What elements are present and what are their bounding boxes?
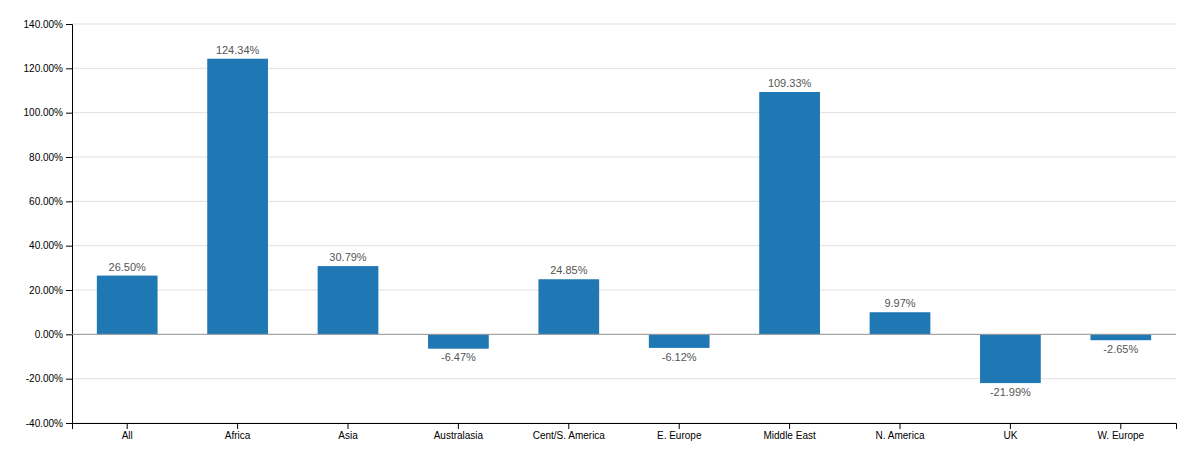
tick: 120.00%	[24, 63, 72, 74]
grid-line	[72, 334, 1176, 335]
axis-line	[66, 25, 73, 424]
tick-label: E. Europe	[657, 430, 702, 441]
tick-mark	[66, 113, 72, 114]
tick: 0.00%	[35, 329, 72, 340]
tick: N. America	[876, 423, 925, 441]
tick-label: Australasia	[434, 430, 484, 441]
tick: 140.00%	[24, 19, 72, 30]
bar	[97, 276, 158, 335]
tick: -20.00%	[26, 373, 72, 384]
tick-mark	[66, 246, 72, 247]
data-label: 24.85%	[550, 264, 588, 276]
bar	[870, 312, 931, 334]
tick-label: UK	[1003, 430, 1017, 441]
tick-mark	[458, 423, 459, 429]
tick-mark	[66, 379, 72, 380]
data-label: 30.79%	[329, 251, 367, 263]
tick-label: Africa	[225, 430, 251, 441]
grid-line	[72, 24, 1176, 25]
bar	[649, 334, 710, 348]
tick: Asia	[338, 423, 358, 441]
tick-mark	[237, 423, 238, 429]
data-label: 9.97%	[884, 297, 915, 309]
bar	[428, 334, 489, 348]
tick: Africa	[225, 423, 251, 441]
tick-mark	[66, 334, 72, 335]
tick-mark	[789, 423, 790, 429]
tick-mark	[66, 423, 72, 424]
bar	[1090, 334, 1151, 340]
bar	[207, 59, 268, 335]
tick: 40.00%	[29, 240, 72, 251]
tick-label: Cent/S. America	[533, 430, 606, 441]
tick-label: N. America	[876, 430, 925, 441]
y-axis: -40.00% -20.00% 0.00% 20.00% 40.00% 60.00% 80.…	[24, 19, 73, 429]
data-label: 109.33%	[768, 77, 812, 89]
tick-mark	[66, 201, 72, 202]
data-label: -2.65%	[1103, 343, 1138, 355]
tick: 20.00%	[29, 285, 72, 296]
tick: 80.00%	[29, 152, 72, 163]
tick-label: 120.00%	[24, 63, 64, 74]
bar	[538, 279, 599, 334]
tick-label: Asia	[338, 430, 358, 441]
tick-mark	[348, 423, 349, 429]
tick: UK	[1003, 423, 1017, 441]
tick: 100.00%	[24, 107, 72, 118]
tick-label: 80.00%	[29, 152, 63, 163]
tick-label: Middle East	[763, 430, 815, 441]
grid	[72, 24, 1176, 423]
tick-mark	[1010, 423, 1011, 429]
tick-mark	[127, 423, 128, 429]
plot: -40.00% -20.00% 0.00% 20.00% 40.00% 60.00% 80.…	[24, 19, 1177, 441]
bar	[759, 92, 820, 334]
tick-label: 60.00%	[29, 196, 63, 207]
tick-mark	[1120, 423, 1121, 429]
tick-label: -20.00%	[26, 373, 63, 384]
tick: All	[122, 423, 133, 441]
zero-line	[72, 334, 1176, 335]
tick-mark	[900, 423, 901, 429]
tick-mark	[568, 423, 569, 429]
tick: Cent/S. America	[533, 423, 606, 441]
tick-label: -40.00%	[26, 418, 63, 429]
tick: W. Europe	[1097, 423, 1144, 441]
data-labels: 26.50% 124.34% 30.79% -6.47% 24.85% -6.12% 109…	[109, 44, 1139, 398]
tick: 60.00%	[29, 196, 72, 207]
tick-label: All	[122, 430, 133, 441]
axis-line	[73, 424, 1177, 430]
tick-label: W. Europe	[1097, 430, 1144, 441]
tick-label: 100.00%	[24, 107, 64, 118]
data-label: -6.47%	[441, 351, 476, 363]
bar	[980, 334, 1041, 383]
tick-label: 40.00%	[29, 240, 63, 251]
tick-label: 20.00%	[29, 285, 63, 296]
data-label: 124.34%	[216, 44, 260, 56]
tick-label: 140.00%	[24, 19, 64, 30]
data-label: -6.12%	[662, 351, 697, 363]
tick-mark	[66, 24, 72, 25]
tick-mark	[66, 157, 72, 158]
tick-mark	[679, 423, 680, 429]
tick: Australasia	[434, 423, 484, 441]
x-axis: All Africa Asia Australasia Cent/S. America E…	[73, 423, 1177, 441]
tick: Middle East	[763, 423, 815, 441]
bar	[318, 266, 379, 334]
tick-mark	[66, 68, 72, 69]
chart: -40.00% -20.00% 0.00% 20.00% 40.00% 60.00% 80.…	[0, 0, 1200, 463]
tick: -40.00%	[26, 418, 72, 429]
data-label: 26.50%	[109, 261, 147, 273]
data-label: -21.99%	[990, 386, 1031, 398]
tick: E. Europe	[657, 423, 702, 441]
tick-label: 0.00%	[35, 329, 63, 340]
tick-mark	[66, 290, 72, 291]
